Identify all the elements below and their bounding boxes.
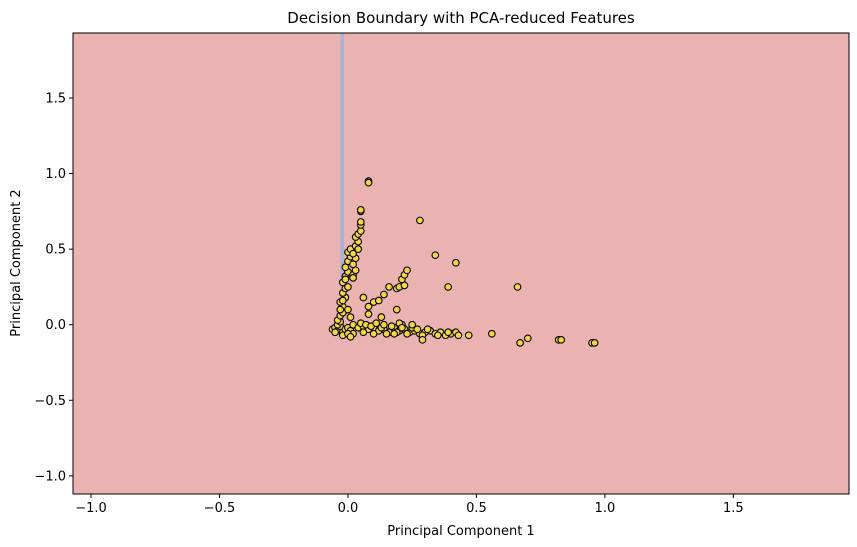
- x-tick-label: 0.0: [338, 501, 359, 516]
- data-point-124: [513, 283, 522, 291]
- data-point-127: [408, 320, 417, 329]
- data-point-108: [359, 293, 368, 302]
- data-point-107: [374, 296, 383, 305]
- x-tick-label: 0.5: [466, 501, 487, 516]
- data-point-109: [380, 290, 388, 299]
- data-point-50: [364, 178, 373, 187]
- decision-boundary-band: [340, 33, 345, 287]
- decision-region-background: [73, 33, 849, 494]
- y-tick-label: 0.0: [45, 318, 66, 333]
- data-point-97: [464, 331, 473, 340]
- data-point-99: [516, 339, 524, 347]
- scatter-points: [328, 177, 599, 347]
- x-tick-label: −0.5: [204, 501, 236, 516]
- data-point-33: [338, 296, 347, 305]
- data-point-88: [413, 325, 422, 334]
- y-tick-label: 1.0: [45, 167, 66, 182]
- data-point-120: [416, 216, 424, 225]
- data-point-118: [400, 281, 409, 290]
- y-tick-label: −0.5: [34, 394, 66, 409]
- data-point-102: [557, 335, 566, 344]
- data-point-125: [418, 335, 427, 344]
- data-point-105: [364, 302, 373, 311]
- data-point-39: [349, 249, 357, 258]
- data-point-53: [346, 313, 355, 322]
- data-point-51: [354, 245, 363, 253]
- chart-title: Decision Boundary with PCA-reduced Featu…: [287, 9, 635, 27]
- y-axis-label: Principal Component 2: [9, 189, 24, 336]
- data-point-96: [390, 329, 399, 338]
- y-axis-ticks: −1.0 −0.5 0.0 0.5 1.0 1.5: [34, 91, 73, 484]
- data-point-123: [444, 283, 453, 291]
- data-point-32: [344, 283, 352, 291]
- x-axis-ticks: −1.0 −0.5 0.0 0.5 1.0 1.5: [75, 494, 744, 516]
- data-point-83: [387, 322, 396, 331]
- data-point-90: [423, 325, 432, 334]
- x-tick-label: 1.0: [595, 501, 616, 516]
- data-point-13: [346, 332, 355, 341]
- data-point-48: [356, 205, 365, 214]
- data-point-128: [398, 323, 406, 332]
- x-axis-label: Principal Component 1: [387, 524, 534, 539]
- x-tick-label: 1.5: [723, 501, 744, 516]
- plot-frame: [72, 32, 850, 495]
- data-point-92: [444, 328, 453, 337]
- x-tick-label: −1.0: [75, 501, 107, 516]
- data-point-122: [452, 258, 460, 267]
- data-point-98: [487, 329, 496, 338]
- data-point-121: [431, 251, 440, 260]
- data-point-95: [380, 320, 388, 329]
- data-point-100: [523, 334, 532, 343]
- y-tick-label: −1.0: [34, 469, 66, 484]
- data-point-104: [590, 339, 599, 347]
- data-point-82: [382, 329, 391, 338]
- y-tick-label: 1.5: [45, 91, 66, 106]
- data-point-31: [341, 275, 350, 284]
- data-point-94: [369, 329, 378, 338]
- data-point-86: [403, 329, 411, 338]
- data-point-14: [331, 328, 339, 337]
- data-point-46: [356, 218, 365, 226]
- data-point-34: [336, 305, 345, 314]
- data-point-112: [385, 283, 393, 291]
- data-point-110: [364, 310, 373, 318]
- data-point-93: [359, 328, 368, 337]
- data-point-117: [403, 266, 411, 275]
- data-point-80: [372, 319, 381, 328]
- data-point-52: [349, 274, 357, 282]
- data-point-111: [377, 313, 386, 322]
- y-tick-label: 0.5: [45, 243, 66, 258]
- data-point-54: [344, 305, 352, 314]
- data-point-119: [392, 305, 401, 314]
- data-point-76: [454, 331, 463, 340]
- data-point-91: [434, 331, 442, 340]
